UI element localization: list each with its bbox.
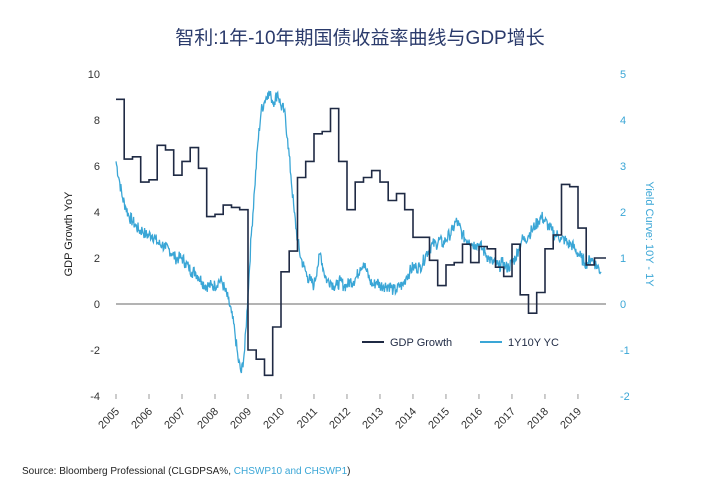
left-axis-title: GDP Growth YoY xyxy=(63,191,75,276)
x-tick-label: 2018 xyxy=(525,406,551,432)
x-axis-ticks: 2005 2006 2007 2008 2009 2010 2011 2012 2013 2014… xyxy=(96,394,584,431)
x-tick-label: 2010 xyxy=(261,406,287,432)
x-tick-label: 2005 xyxy=(96,406,122,432)
right-tick-label: 3 xyxy=(620,161,626,173)
right-axis-ticks: -2 -1 0 1 2 3 4 5 xyxy=(620,69,630,403)
right-tick-label: -2 xyxy=(620,391,630,403)
legend-label-yc: 1Y10Y YC xyxy=(508,337,559,349)
x-tick-label: 2012 xyxy=(327,406,353,432)
x-tick-label: 2017 xyxy=(492,406,518,432)
right-tick-label: 4 xyxy=(620,115,626,127)
source-note: Source: Bloomberg Professional (CLGDPSA%… xyxy=(22,466,350,477)
right-axis-title: Yield Curve: 10Y - 1Y xyxy=(643,181,655,287)
x-tick-label: 2008 xyxy=(195,406,221,432)
x-tick-label: 2015 xyxy=(426,406,452,432)
left-tick-label: -4 xyxy=(90,391,100,403)
series-line-gdp-growth xyxy=(116,98,606,377)
legend: GDP Growth 1Y10Y YC xyxy=(362,337,559,349)
right-tick-label: 5 xyxy=(620,69,626,81)
left-axis-ticks: -4 -2 0 2 4 6 8 10 xyxy=(88,69,100,403)
x-tick-label: 2016 xyxy=(459,406,485,432)
left-tick-label: 8 xyxy=(94,115,100,127)
x-tick-label: 2013 xyxy=(360,406,386,432)
source-text: Source: Bloomberg Professional (CLGDPSA%… xyxy=(22,466,234,477)
series-line-yield-curve xyxy=(115,90,602,374)
right-tick-label: 2 xyxy=(620,207,626,219)
left-tick-label: 6 xyxy=(94,161,100,173)
left-tick-label: -2 xyxy=(90,345,100,357)
x-tick-label: 2011 xyxy=(295,406,320,431)
chart-title: 智利:1年-10年期国债收益率曲线与GDP增长 xyxy=(175,27,544,49)
left-tick-label: 10 xyxy=(88,69,100,81)
left-tick-label: 4 xyxy=(94,207,100,219)
source-end: ) xyxy=(347,466,351,477)
source-tickers: CHSWP10 and CHSWP1 xyxy=(233,466,348,477)
legend-label-gdp: GDP Growth xyxy=(390,337,452,349)
right-tick-label: -1 xyxy=(620,345,630,357)
x-tick-label: 2007 xyxy=(162,406,188,432)
x-tick-label: 2014 xyxy=(393,406,419,432)
left-tick-label: 0 xyxy=(94,299,100,311)
x-tick-label: 2019 xyxy=(558,406,584,432)
right-tick-label: 0 xyxy=(620,299,626,311)
x-tick-label: 2009 xyxy=(228,406,254,432)
right-tick-label: 1 xyxy=(620,253,626,265)
left-tick-label: 2 xyxy=(94,253,100,265)
x-tick-label: 2006 xyxy=(129,406,155,432)
